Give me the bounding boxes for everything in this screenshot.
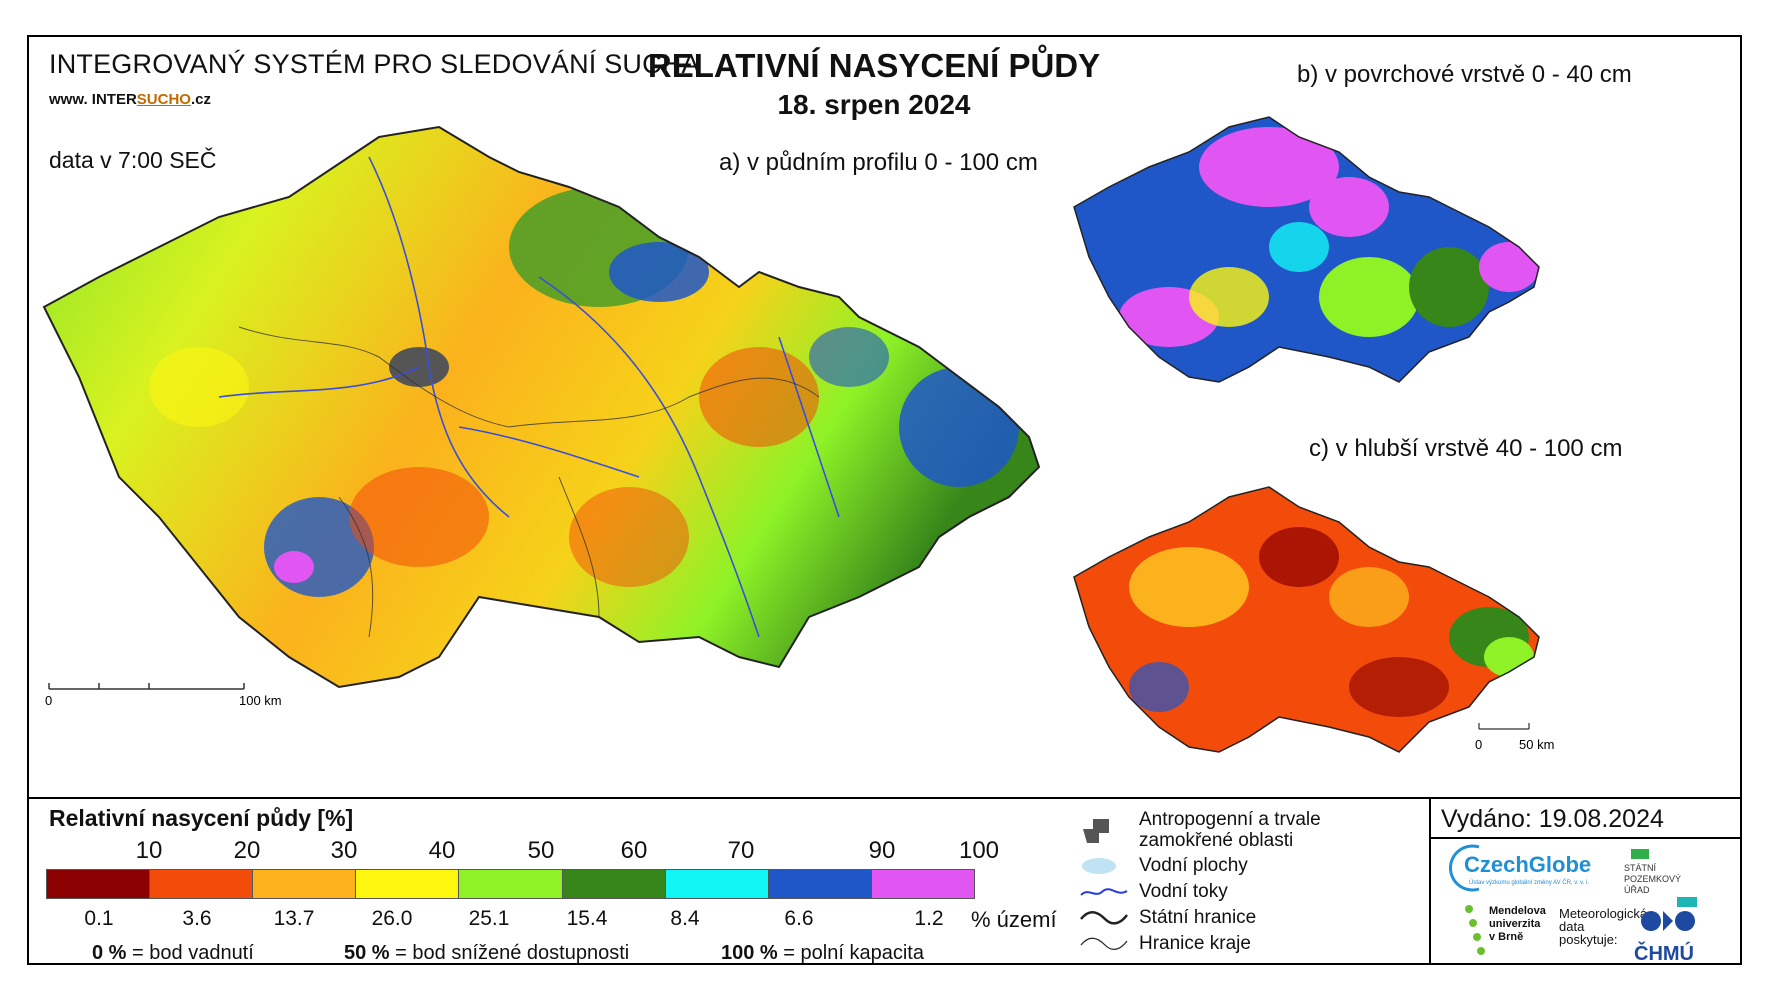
color-class-7	[665, 870, 769, 898]
scale-a-end: 100 km	[239, 693, 282, 708]
color-class-5	[459, 870, 563, 898]
legend-title: Relativní nasycení půdy [%]	[49, 805, 354, 831]
scale-c-end: 50 km	[1519, 737, 1554, 752]
legend-region-border: Hranice kraje	[1080, 933, 1439, 954]
legend-streams: Vodní toky	[1080, 881, 1439, 902]
legend-divider	[29, 797, 1740, 799]
percent-value: 15.4	[566, 907, 608, 930]
czechglobe-logo: CzechGlobe	[1464, 852, 1592, 877]
panel-c-title: c) v hlubší vrstvě 40 - 100 cm	[1309, 435, 1623, 462]
anthro-area-icon	[1083, 819, 1109, 843]
stream-icon	[1080, 888, 1128, 896]
panel-a-title: a) v půdním profilu 0 - 100 cm	[719, 149, 1038, 176]
percent-value: 13.7	[273, 907, 315, 930]
tick-label: 70	[727, 837, 755, 864]
tick-label: 60	[620, 837, 648, 864]
map-frame: INTEGROVANÝ SYSTÉM PRO SLEDOVÁNÍ SUCHA w…	[27, 35, 1742, 965]
color-class-4	[356, 870, 460, 898]
chmu-logo-icon	[1641, 911, 1695, 931]
percent-value: 1.2	[914, 907, 944, 930]
note-reduced-availability: 50 % = bod snížené dostupnosti	[344, 942, 630, 964]
issued-date: Vydáno: 19.08.2024	[1441, 805, 1664, 833]
main-date: 18. srpen 2024	[777, 89, 971, 120]
color-class-1	[47, 870, 151, 898]
spu-logo-icon	[1631, 849, 1649, 859]
czechglobe-logo-icon	[1449, 844, 1480, 892]
state-border-icon	[1080, 911, 1128, 925]
issued-divider	[1429, 837, 1740, 839]
color-class-6	[562, 870, 666, 898]
tick-label: 10	[135, 837, 163, 864]
mendel-dots-icon	[1465, 905, 1485, 955]
color-scale-bar	[46, 869, 975, 899]
system-title: INTEGROVANÝ SYSTÉM PRO SLEDOVÁNÍ SUCHA	[49, 49, 700, 79]
footer-divider	[1429, 797, 1431, 965]
percent-unit: % území	[971, 907, 1057, 932]
map-b-surface	[1073, 116, 1540, 383]
website-link[interactable]: www. INTERSUCHO.cz	[49, 91, 211, 108]
region-border-icon	[1080, 937, 1128, 950]
map-a-profile: 0 100 km	[42, 125, 1041, 708]
tick-label: 90	[868, 837, 896, 864]
panel-b-title: b) v povrchové vrstvě 0 - 40 cm	[1297, 61, 1632, 88]
main-title: RELATIVNÍ NASYCENÍ PŮDY	[647, 47, 1101, 84]
percent-value: 25.1	[468, 907, 510, 930]
tick-label: 50	[527, 837, 555, 864]
tick-label: 30	[330, 837, 358, 864]
met-data-provider-label: Meteorologická data poskytuje:	[1559, 906, 1648, 947]
percent-value: 0.1	[84, 907, 114, 930]
spu-accent-icon	[1677, 897, 1697, 907]
percent-value: 6.6	[784, 907, 814, 930]
mendel-university-logo: Mendelova univerzita v Brně	[1489, 905, 1546, 943]
color-class-8	[768, 870, 872, 898]
percent-value: 26.0	[371, 907, 413, 930]
spu-logo: STÁTNÍ POZEMKOVÝ ÚŘAD	[1624, 863, 1682, 895]
color-class-3	[253, 870, 357, 898]
percent-value: 3.6	[182, 907, 212, 930]
tick-label: 40	[428, 837, 456, 864]
tick-label: 20	[233, 837, 261, 864]
scale-c-start: 0	[1475, 737, 1482, 752]
legend-water-areas: Vodní plochy	[1082, 855, 1439, 876]
note-wilting-point: 0 % = bod vadnutí	[92, 942, 254, 964]
data-time-label: data v 7:00 SEČ	[49, 147, 217, 173]
legend-state-border: Státní hranice	[1080, 907, 1439, 928]
czechglobe-subtitle: Ústav výzkumu globální změny AV ČR, v. v…	[1469, 880, 1590, 886]
percent-value: 8.4	[670, 907, 700, 930]
scale-a-start: 0	[45, 693, 52, 708]
color-class-2	[150, 870, 254, 898]
water-area-icon	[1082, 858, 1116, 874]
map-c-deep: 0 50 km	[1073, 486, 1554, 753]
tick-label: 100	[958, 837, 1000, 864]
legend-anthro: Antropogenní a trvale zamokřené oblasti	[1083, 809, 1439, 851]
note-field-capacity: 100 % = polní kapacita	[721, 942, 924, 964]
color-class-9	[871, 870, 974, 898]
chmu-logo: ČHMÚ	[1634, 943, 1694, 965]
